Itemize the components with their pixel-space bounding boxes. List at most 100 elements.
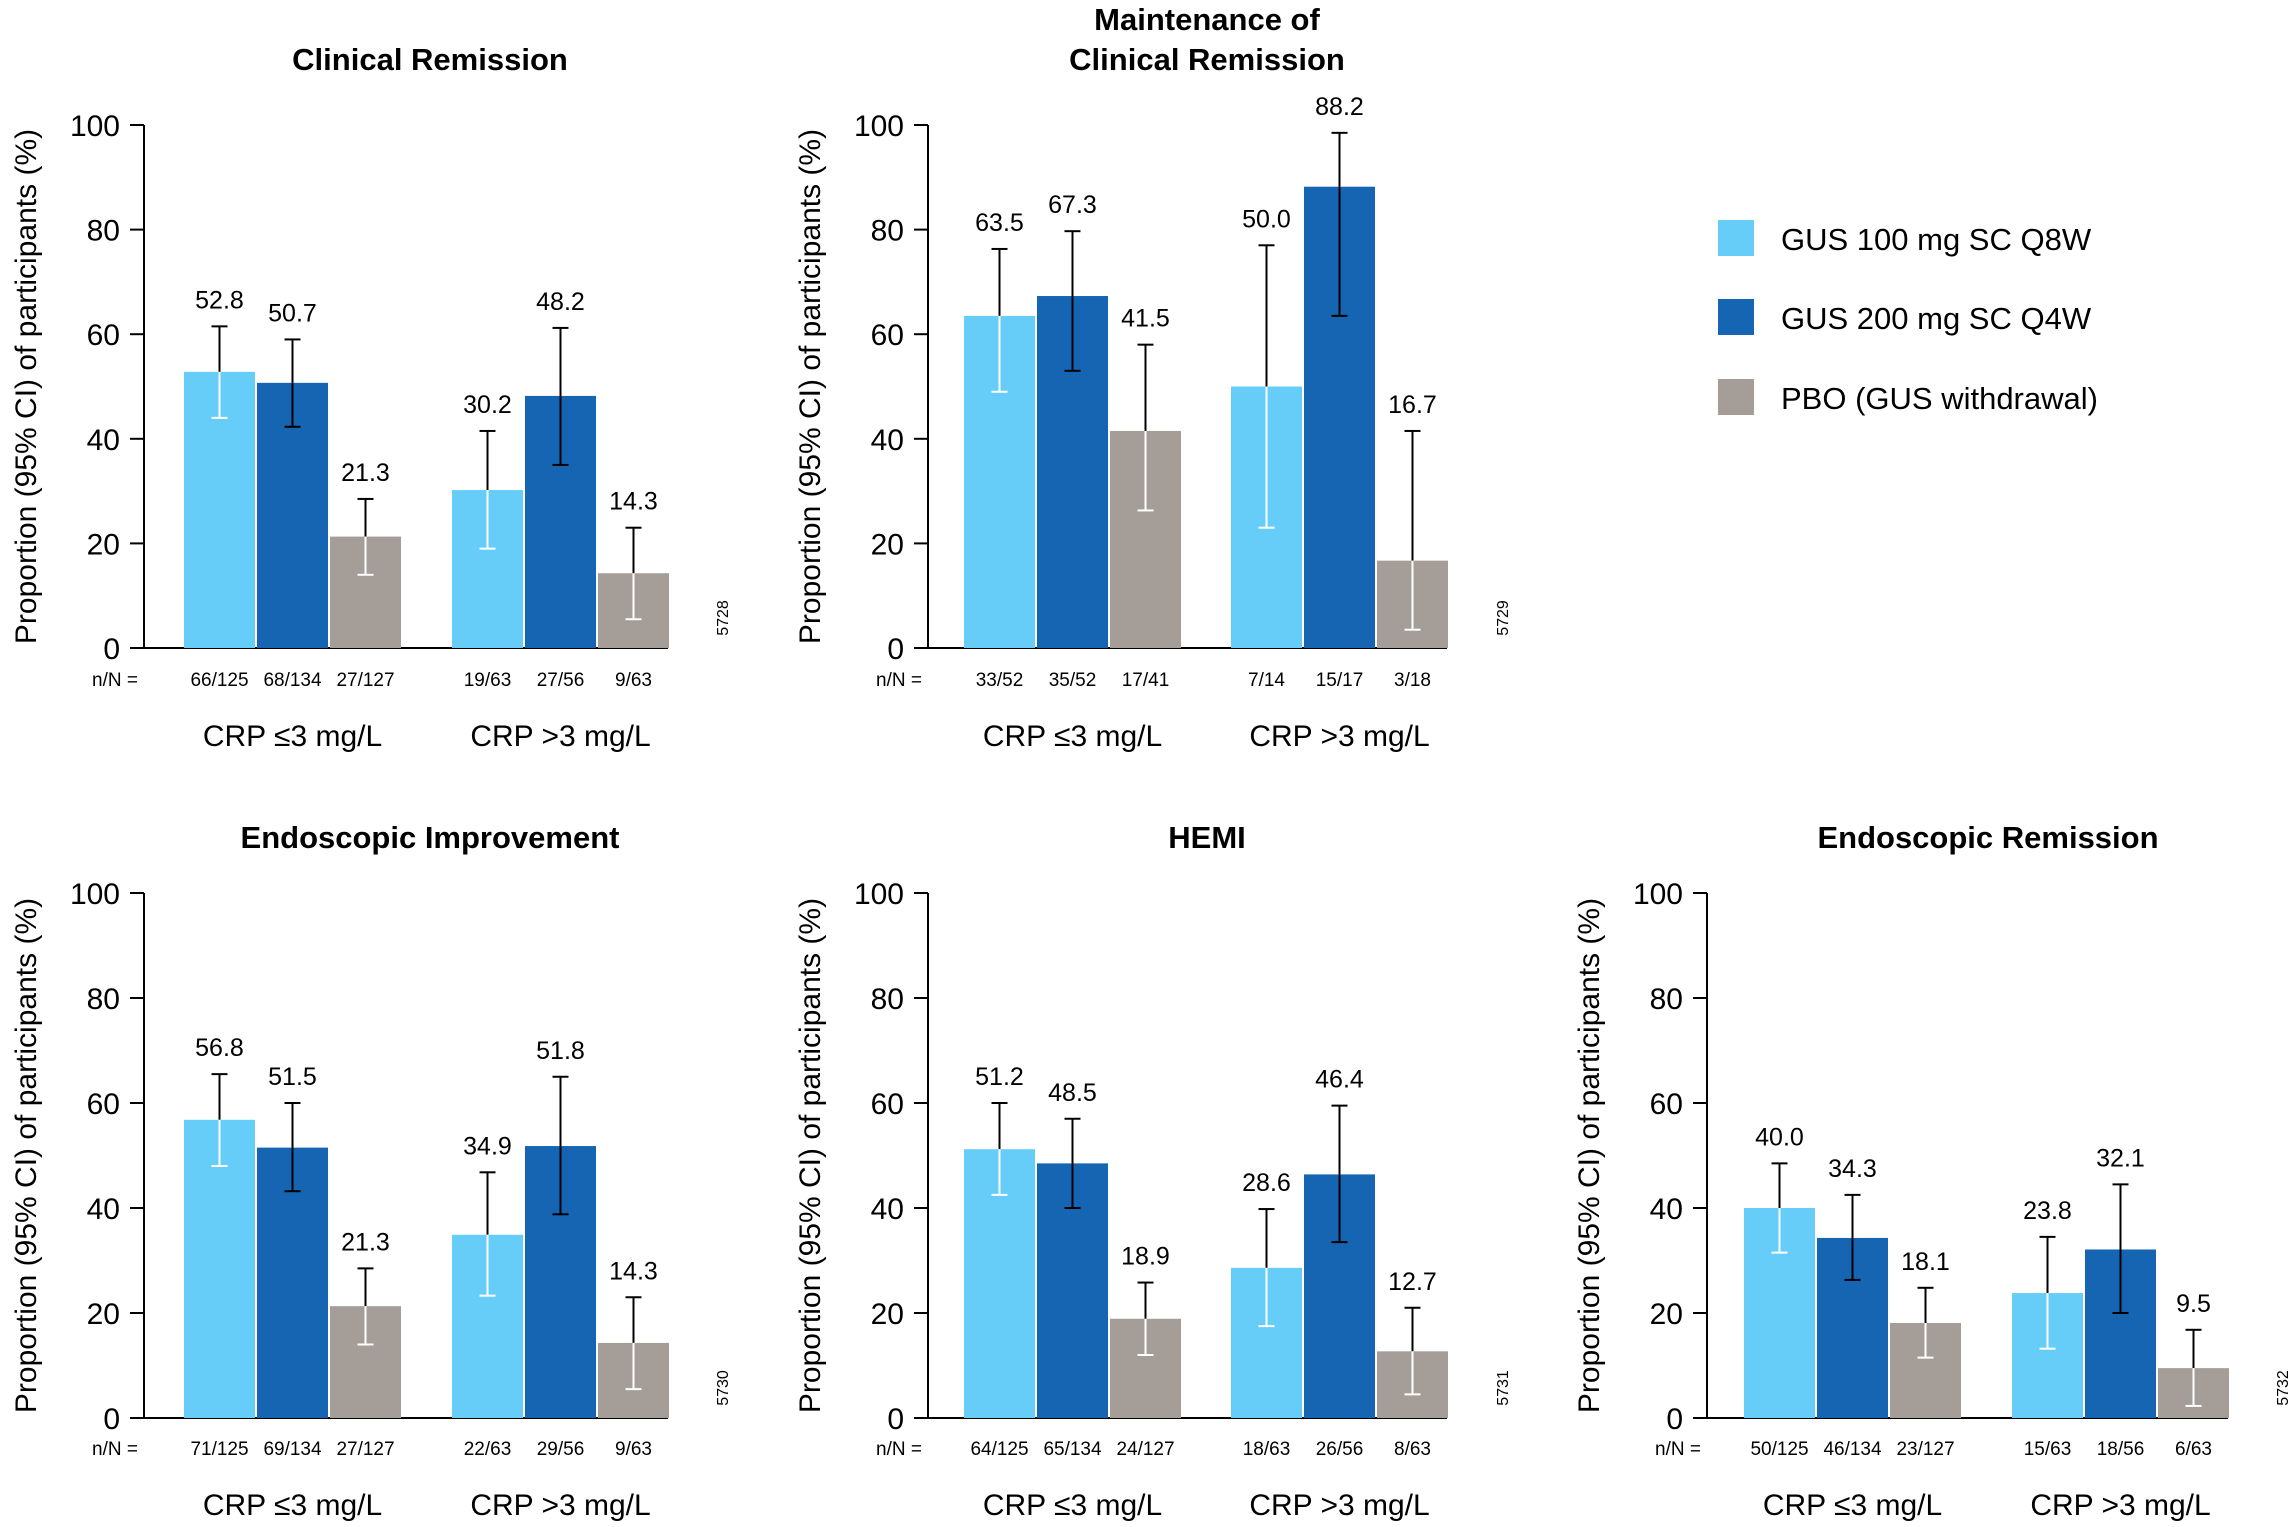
y-tick-label: 20 — [1650, 1298, 1683, 1331]
data-label: 9.5 — [2176, 1290, 2211, 1318]
nn-label: 3/18 — [1394, 670, 1431, 691]
y-tick-label: 0 — [103, 633, 120, 666]
nn-label: 22/63 — [464, 1439, 512, 1460]
data-label: 56.8 — [195, 1034, 244, 1062]
data-label: 88.2 — [1315, 93, 1364, 121]
data-label: 50.0 — [1242, 205, 1291, 233]
nn-prefix: n/N = — [876, 1439, 922, 1460]
y-tick-label: 20 — [87, 528, 120, 561]
data-label: 34.3 — [1828, 1155, 1877, 1183]
chart-panel-3: Endoscopic Improvement Proportion (95% CI… — [10, 820, 732, 1522]
y-axis-label: Proportion (95% CI) of participants (%) — [794, 898, 827, 1413]
figure-code: 5728 — [715, 600, 732, 636]
nn-label: 66/125 — [190, 670, 248, 691]
bar — [184, 1119, 255, 1418]
data-label: 52.8 — [195, 286, 244, 314]
legend-label: PBO (GUS withdrawal) — [1781, 381, 2098, 416]
x-category-label: CRP ≤3 mg/L — [983, 1489, 1162, 1522]
chart-title: Clinical Remission — [1069, 42, 1345, 77]
data-label: 30.2 — [463, 391, 512, 419]
y-tick-label: 80 — [1650, 983, 1683, 1016]
y-tick-label: 40 — [1650, 1193, 1683, 1226]
y-tick-label: 60 — [87, 319, 120, 352]
data-label: 16.7 — [1388, 391, 1437, 419]
data-label: 28.6 — [1242, 1169, 1291, 1197]
y-tick-label: 60 — [1650, 1088, 1683, 1121]
legend-swatch — [1718, 299, 1754, 335]
x-category-label: CRP >3 mg/L — [2030, 1489, 2210, 1522]
nn-label: 69/134 — [263, 1439, 322, 1460]
nn-label: 23/127 — [1896, 1439, 1954, 1460]
nn-label: 19/63 — [464, 670, 512, 691]
nn-label: 71/125 — [190, 1439, 248, 1460]
y-tick-label: 20 — [871, 1298, 904, 1331]
y-tick-label: 100 — [1633, 878, 1683, 911]
figure-code: 5730 — [715, 1370, 732, 1406]
nn-label: 17/41 — [1122, 670, 1170, 691]
y-tick-label: 100 — [70, 110, 120, 143]
y-tick-label: 60 — [871, 319, 904, 352]
y-tick-label: 0 — [887, 1403, 904, 1436]
y-tick-label: 100 — [70, 878, 120, 911]
data-label: 63.5 — [975, 209, 1024, 237]
data-label: 46.4 — [1315, 1066, 1364, 1094]
y-tick-label: 0 — [1666, 1403, 1683, 1436]
data-label: 12.7 — [1388, 1268, 1437, 1296]
data-label: 21.3 — [341, 1228, 390, 1256]
chart-title: Endoscopic Improvement — [241, 820, 620, 855]
chart-title: HEMI — [1168, 820, 1246, 855]
x-category-label: CRP ≤3 mg/L — [203, 1489, 382, 1522]
chart-title: Maintenance of — [1094, 2, 1320, 37]
nn-label: 68/134 — [263, 670, 322, 691]
data-label: 14.3 — [609, 1257, 658, 1285]
chart-panel-5: Endoscopic Remission Proportion (95% CI) … — [1573, 820, 2292, 1522]
legend-label: GUS 100 mg SC Q8W — [1781, 222, 2092, 257]
legend: GUS 100 mg SC Q8W GUS 200 mg SC Q4W PBO (G… — [1718, 220, 2098, 416]
y-tick-label: 0 — [103, 1403, 120, 1436]
y-tick-label: 80 — [871, 215, 904, 248]
y-axis-label: Proportion (95% CI) of participants (%) — [794, 129, 827, 644]
nn-label: 50/125 — [1750, 1439, 1808, 1460]
x-category-label: CRP >3 mg/L — [1249, 1489, 1429, 1522]
y-tick-label: 40 — [871, 1193, 904, 1226]
y-tick-label: 20 — [87, 1298, 120, 1331]
nn-label: 27/127 — [336, 670, 394, 691]
chart-title: Clinical Remission — [292, 42, 568, 77]
y-tick-label: 0 — [887, 633, 904, 666]
y-tick-label: 80 — [87, 983, 120, 1016]
data-label: 51.5 — [268, 1063, 317, 1091]
x-category-label: CRP >3 mg/L — [470, 1489, 650, 1522]
nn-prefix: n/N = — [92, 670, 138, 691]
y-tick-label: 60 — [87, 1088, 120, 1121]
x-category-label: CRP ≤3 mg/L — [983, 720, 1162, 753]
nn-label: 33/52 — [976, 670, 1024, 691]
nn-prefix: n/N = — [876, 670, 922, 691]
nn-label: 64/125 — [970, 1439, 1028, 1460]
nn-label: 29/56 — [537, 1439, 585, 1460]
y-tick-label: 80 — [871, 983, 904, 1016]
nn-label: 26/56 — [1316, 1439, 1364, 1460]
data-label: 50.7 — [268, 299, 317, 327]
chart-panel-4: HEMI Proportion (95% CI) of participants … — [794, 820, 1512, 1522]
y-tick-label: 40 — [871, 424, 904, 457]
nn-label: 18/56 — [2097, 1439, 2145, 1460]
nn-label: 35/52 — [1049, 670, 1097, 691]
chart-panel-2: Maintenance of Clinical Remission Proporti… — [794, 2, 1512, 753]
nn-label: 65/134 — [1043, 1439, 1102, 1460]
figure-code: 5732 — [2275, 1370, 2292, 1406]
bar — [257, 1147, 328, 1418]
nn-label: 46/134 — [1823, 1439, 1882, 1460]
data-label: 21.3 — [341, 459, 390, 487]
chart-title: Endoscopic Remission — [1817, 820, 2158, 855]
data-label: 23.8 — [2023, 1197, 2072, 1225]
data-label: 34.9 — [463, 1132, 512, 1160]
y-tick-label: 80 — [87, 215, 120, 248]
y-tick-label: 100 — [854, 878, 904, 911]
data-label: 18.1 — [1901, 1248, 1950, 1276]
nn-label: 15/17 — [1316, 670, 1364, 691]
figure-code: 5731 — [1495, 1370, 1512, 1406]
y-tick-label: 40 — [87, 424, 120, 457]
nn-label: 24/127 — [1116, 1439, 1174, 1460]
x-category-label: CRP ≤3 mg/L — [203, 720, 382, 753]
